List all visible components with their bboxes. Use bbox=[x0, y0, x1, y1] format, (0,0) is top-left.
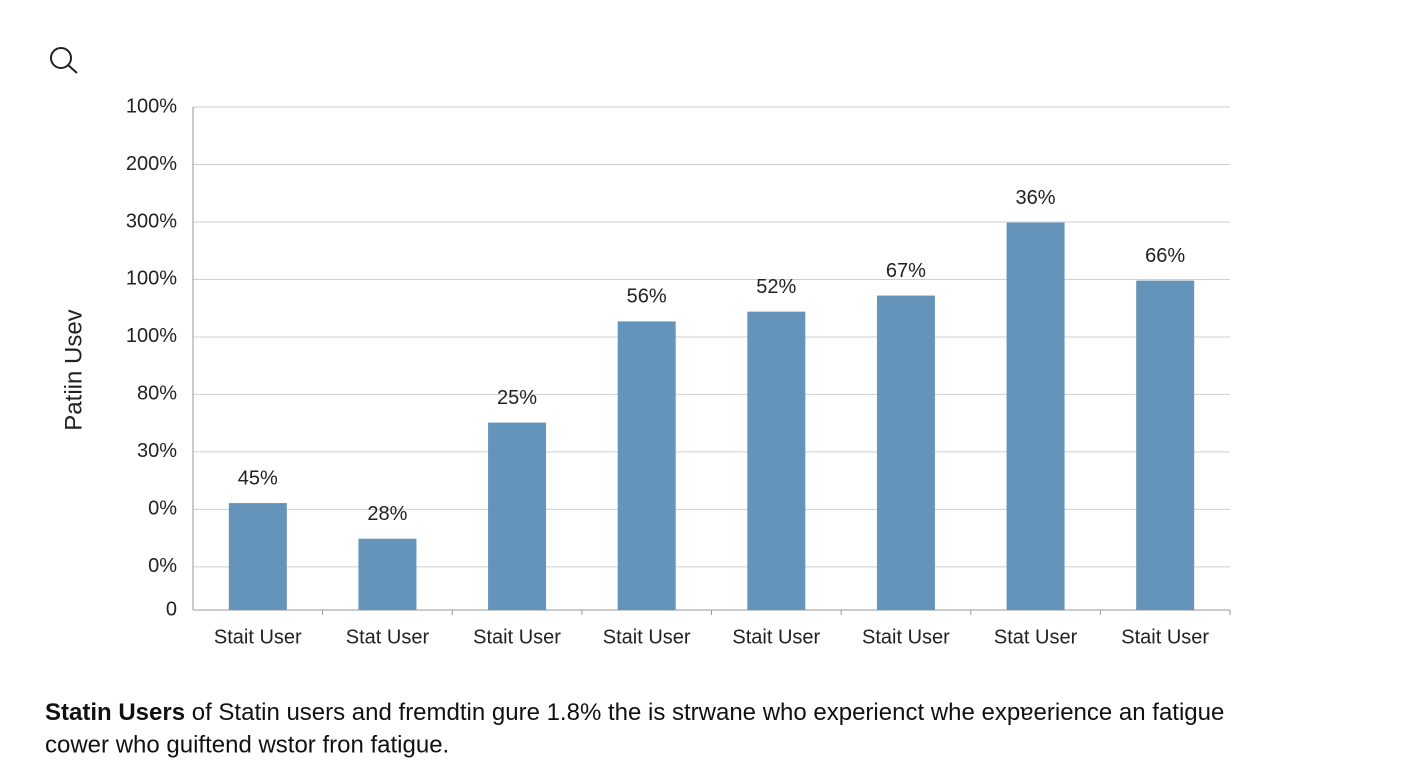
bar bbox=[747, 311, 806, 610]
y-tick-label: 300% bbox=[126, 210, 177, 232]
bar bbox=[1136, 280, 1195, 610]
bar bbox=[1006, 222, 1065, 611]
bar bbox=[228, 503, 287, 610]
x-tick-label: Stat User bbox=[994, 626, 1078, 648]
bar bbox=[358, 538, 417, 610]
value-label: 67% bbox=[886, 260, 926, 282]
y-tick-label: 30% bbox=[137, 440, 177, 462]
x-tick-label: Stat User bbox=[346, 626, 430, 648]
value-label: 52% bbox=[756, 276, 796, 298]
value-label: 56% bbox=[627, 286, 667, 308]
bar bbox=[617, 321, 676, 610]
search-handle bbox=[67, 64, 78, 74]
y-axis-label: Patiin Usev bbox=[60, 309, 87, 430]
x-tick-label: Stait User bbox=[214, 626, 302, 648]
y-tick-label: 100% bbox=[126, 325, 177, 347]
value-label: 66% bbox=[1145, 245, 1185, 267]
caption-line: Statin Users of Statin users and fremdti… bbox=[45, 699, 1224, 726]
y-tick-label: 100% bbox=[126, 268, 177, 290]
x-tick-label: Stait User bbox=[862, 626, 950, 648]
y-tick-label: 200% bbox=[126, 153, 177, 175]
x-tick-label: Stait User bbox=[603, 626, 691, 648]
value-label: 28% bbox=[367, 503, 407, 525]
y-tick-label: 0 bbox=[166, 598, 177, 620]
caption-line: cower who guiftend wstor fron fatigue. bbox=[45, 731, 449, 758]
value-label: 36% bbox=[1016, 187, 1056, 209]
value-label: 45% bbox=[238, 467, 278, 489]
x-tick-label: Stait User bbox=[473, 626, 561, 648]
caption-text: of Statin users and fremdtin gure 1.8% t… bbox=[185, 699, 1224, 726]
bar bbox=[488, 422, 547, 610]
y-tick-label: 0% bbox=[148, 555, 177, 577]
x-tick-label: Stait User bbox=[732, 626, 820, 648]
y-tick-label: 100% bbox=[126, 95, 177, 117]
value-label: 25% bbox=[497, 387, 537, 409]
search-icon[interactable] bbox=[50, 47, 78, 74]
caption-lead: Statin Users bbox=[45, 699, 185, 726]
y-tick-label: 80% bbox=[137, 383, 177, 405]
search-circle bbox=[50, 47, 72, 69]
y-tick-label: 0% bbox=[148, 498, 177, 520]
x-tick-label: Stait User bbox=[1121, 626, 1209, 648]
bar bbox=[876, 295, 935, 610]
